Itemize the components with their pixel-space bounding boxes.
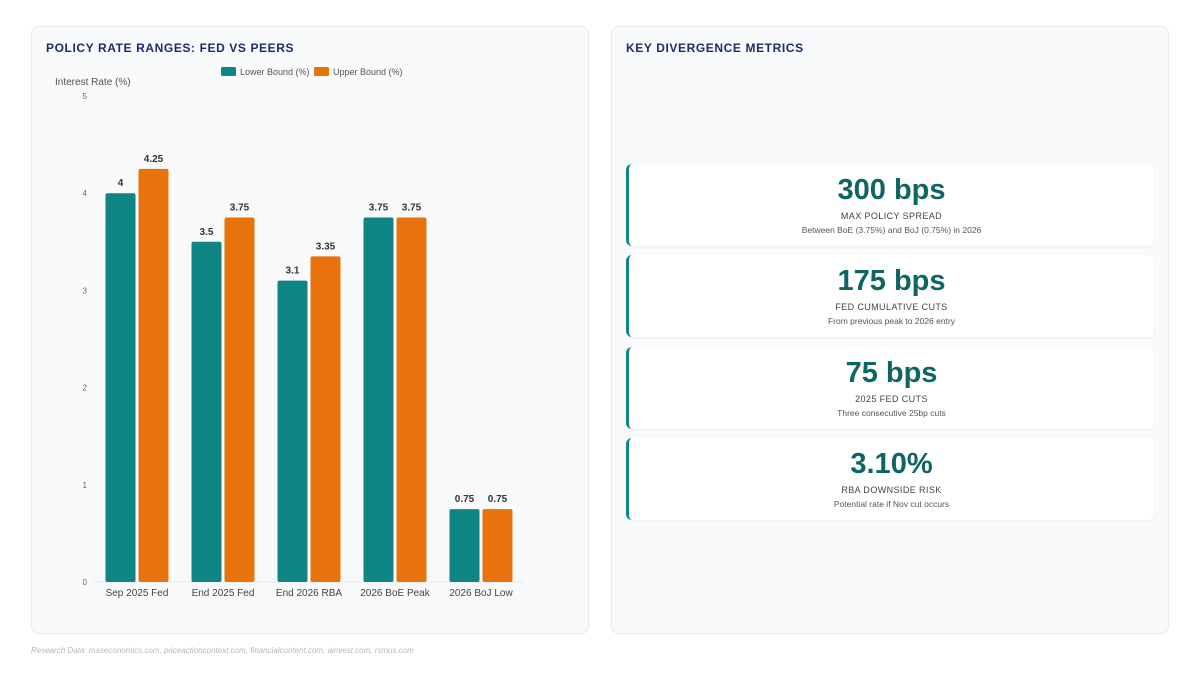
legend-label: Upper Bound (%) (333, 67, 403, 77)
y-tick-label: 5 (83, 92, 88, 101)
bar-upper (310, 256, 341, 582)
y-tick-label: 2 (83, 384, 88, 393)
bar-value-label: 4.25 (144, 154, 164, 165)
legend-label: Lower Bound (%) (240, 67, 310, 77)
bar-value-label: 0.75 (455, 494, 475, 505)
metric-value: 300 bps (837, 174, 946, 206)
bar-upper (224, 217, 255, 582)
chart-panel-title: POLICY RATE RANGES: FED VS PEERS (46, 41, 295, 55)
bar-value-label: 3.75 (369, 203, 389, 214)
x-tick-label: End 2025 Fed (192, 588, 255, 599)
metric-value: 75 bps (845, 357, 938, 389)
rate-chart: Interest Rate (%) 0 1 2 3 4 5 Lower Bound (%) Up… (55, 67, 524, 599)
bar-upper (482, 509, 513, 582)
bar-value-label: 3.35 (316, 241, 336, 252)
bar-lower (191, 241, 222, 583)
x-tick-label: 2026 BoE Peak (360, 588, 430, 599)
rate-chart-panel: POLICY RATE RANGES: FED VS PEERS Interes… (31, 26, 589, 634)
y-tick-label: 3 (83, 286, 88, 295)
bar-value-label: 0.75 (488, 494, 508, 505)
source-note: Research Data: maseconomics.com, priceac… (31, 646, 414, 655)
metric-card-rba-downside-risk: 3.10% RBA DOWNSIDE RISK Potential rate i… (626, 438, 1154, 520)
metric-description: Potential rate if Nov cut occurs (833, 499, 950, 509)
bar-value-label: 3.75 (230, 203, 250, 214)
legend-swatch (221, 67, 236, 76)
legend-swatch (314, 67, 329, 76)
metric-value: 3.10% (850, 448, 933, 480)
bar-upper (396, 217, 427, 582)
metric-label: RBA DOWNSIDE RISK (841, 485, 942, 495)
metrics-panel: KEY DIVERGENCE METRICS 300 bps MAX POLIC… (611, 26, 1169, 634)
y-tick-label: 4 (83, 189, 88, 198)
metric-card-2025-fed-cuts: 75 bps 2025 FED CUTS Three consecutive 2… (626, 347, 1154, 429)
bar-value-label: 4 (118, 178, 124, 189)
x-tick-label: 2026 BoJ Low (449, 588, 513, 599)
bar-value-label: 3.75 (402, 203, 422, 214)
metric-label: 2025 FED CUTS (855, 394, 928, 404)
metric-label: FED CUMULATIVE CUTS (835, 302, 948, 312)
bar-value-label: 3.5 (200, 227, 214, 238)
metric-card-fed-cumulative-cuts: 175 bps FED CUMULATIVE CUTS From previou… (626, 255, 1154, 337)
x-tick-label: End 2026 RBA (276, 588, 342, 599)
metric-description: From previous peak to 2026 entry (827, 316, 956, 326)
bar-upper (138, 168, 169, 582)
metric-label: MAX POLICY SPREAD (840, 211, 943, 221)
metric-value: 175 bps (837, 265, 946, 297)
metric-description: Three consecutive 25bp cuts (837, 408, 946, 418)
y-tick-label: 1 (83, 481, 88, 490)
metrics-panel-title: KEY DIVERGENCE METRICS (626, 41, 804, 55)
metric-card-max-spread: 300 bps MAX POLICY SPREAD Between BoE (3… (626, 164, 1154, 246)
bar-lower (363, 217, 394, 582)
y-axis-title: Interest Rate (%) (55, 77, 131, 88)
metric-description: Between BoE (3.75%) and BoJ (0.75%) in 2… (801, 225, 982, 235)
y-tick-label: 0 (83, 578, 88, 587)
x-tick-label: Sep 2025 Fed (106, 588, 169, 599)
bar-value-label: 3.1 (286, 266, 300, 277)
bar-lower (277, 280, 308, 582)
bar-lower (105, 193, 136, 582)
bar-lower (449, 509, 480, 582)
